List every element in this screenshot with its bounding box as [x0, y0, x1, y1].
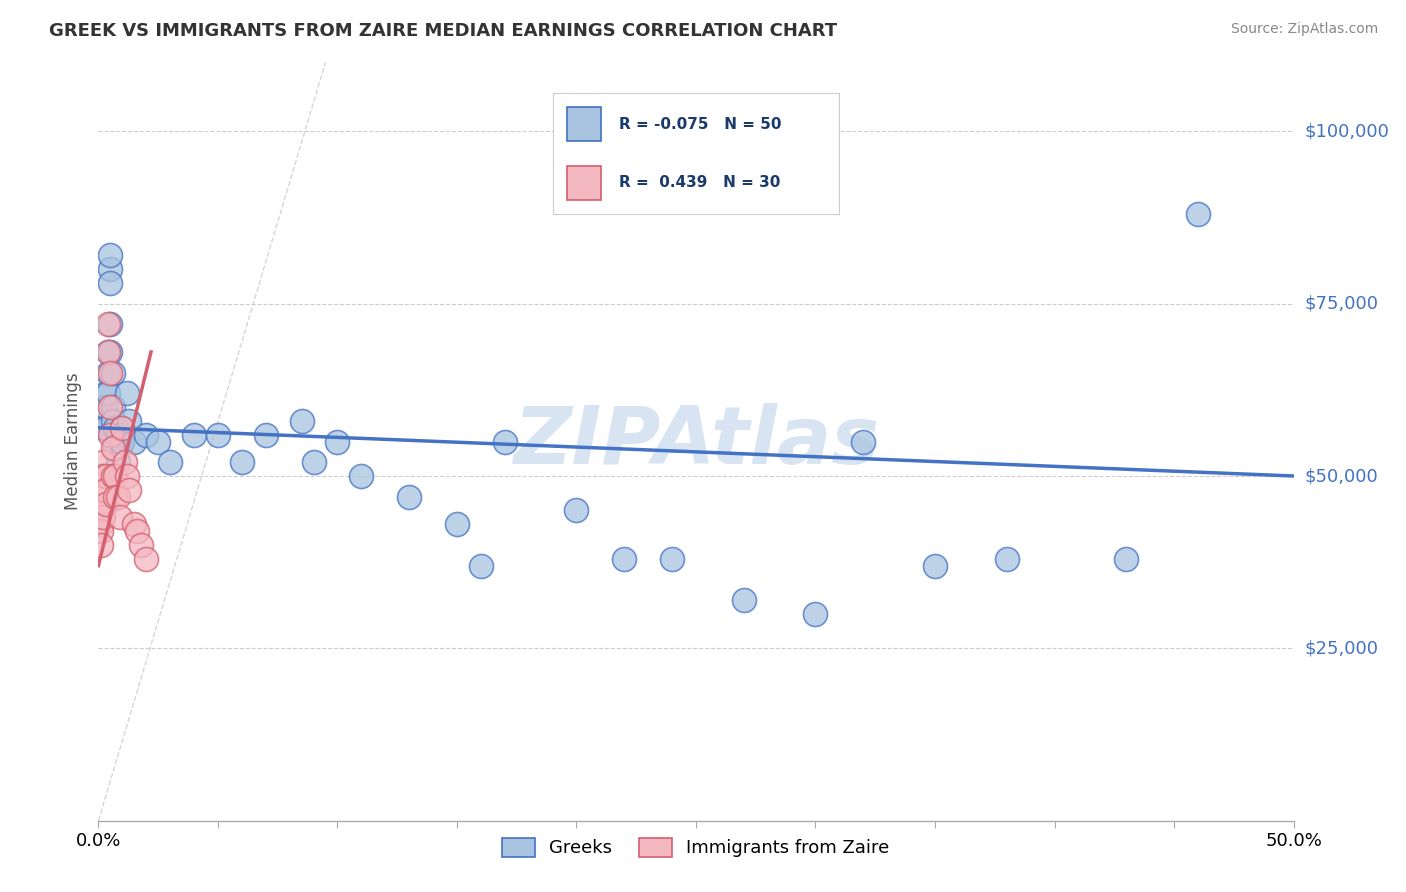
Point — [98, 276, 122, 290]
Point — [91, 510, 114, 524]
Y-axis label: Median Earnings: Median Earnings — [65, 373, 83, 510]
Point — [111, 434, 134, 449]
Point — [661, 551, 683, 566]
Point — [91, 455, 114, 469]
Point — [94, 469, 117, 483]
Point — [97, 318, 120, 332]
Point — [131, 538, 153, 552]
Point — [94, 421, 117, 435]
Point — [98, 262, 122, 277]
Point — [124, 434, 146, 449]
Point — [107, 455, 129, 469]
Point — [148, 434, 170, 449]
Point — [98, 427, 122, 442]
Point — [114, 455, 136, 469]
Point — [97, 345, 120, 359]
Point — [107, 490, 129, 504]
Point — [90, 538, 112, 552]
Point — [104, 469, 127, 483]
Point — [98, 345, 122, 359]
Point — [115, 386, 138, 401]
Point — [118, 414, 141, 428]
Point — [101, 414, 124, 428]
Text: $100,000: $100,000 — [1305, 122, 1389, 140]
Point — [302, 455, 325, 469]
Point — [350, 469, 373, 483]
Point — [124, 517, 146, 532]
Point — [108, 510, 131, 524]
Point — [446, 517, 468, 532]
Point — [98, 400, 122, 414]
Point — [90, 517, 112, 532]
Point — [104, 421, 127, 435]
Point — [94, 400, 117, 414]
Point — [398, 490, 420, 504]
Point — [104, 442, 127, 456]
Point — [108, 434, 131, 449]
Point — [97, 366, 120, 380]
Point — [924, 558, 946, 573]
Point — [470, 558, 492, 573]
Point — [111, 421, 134, 435]
Legend: Greeks, Immigrants from Zaire: Greeks, Immigrants from Zaire — [495, 830, 897, 864]
Point — [135, 427, 157, 442]
Point — [326, 434, 349, 449]
Point — [97, 345, 120, 359]
Point — [494, 434, 516, 449]
Point — [104, 490, 127, 504]
Point — [231, 455, 253, 469]
Text: GREEK VS IMMIGRANTS FROM ZAIRE MEDIAN EARNINGS CORRELATION CHART: GREEK VS IMMIGRANTS FROM ZAIRE MEDIAN EA… — [49, 22, 838, 40]
Point — [995, 551, 1018, 566]
Point — [94, 386, 117, 401]
Point — [98, 318, 122, 332]
Point — [91, 469, 114, 483]
Point — [90, 524, 112, 538]
Point — [118, 483, 141, 497]
Point — [101, 366, 124, 380]
Point — [254, 427, 277, 442]
Point — [733, 593, 755, 607]
Point — [125, 524, 148, 538]
Point — [1115, 551, 1137, 566]
Point — [101, 442, 124, 456]
Point — [291, 414, 314, 428]
Point — [135, 551, 157, 566]
Point — [115, 469, 138, 483]
Point — [101, 469, 124, 483]
Text: Source: ZipAtlas.com: Source: ZipAtlas.com — [1230, 22, 1378, 37]
Point — [852, 434, 875, 449]
Point — [159, 455, 181, 469]
Point — [94, 483, 117, 497]
Point — [1187, 207, 1209, 221]
Point — [207, 427, 229, 442]
Point — [91, 421, 114, 435]
Text: ZIPAtlas: ZIPAtlas — [513, 402, 879, 481]
Point — [183, 427, 205, 442]
Point — [98, 248, 122, 262]
Point — [91, 483, 114, 497]
Point — [804, 607, 827, 621]
Point — [98, 366, 122, 380]
Point — [565, 503, 588, 517]
Point — [107, 427, 129, 442]
Point — [111, 421, 134, 435]
Point — [90, 503, 112, 517]
Point — [101, 400, 124, 414]
Point — [94, 497, 117, 511]
Text: $50,000: $50,000 — [1305, 467, 1378, 485]
Point — [613, 551, 636, 566]
Text: $75,000: $75,000 — [1305, 294, 1379, 313]
Point — [97, 386, 120, 401]
Text: $25,000: $25,000 — [1305, 640, 1379, 657]
